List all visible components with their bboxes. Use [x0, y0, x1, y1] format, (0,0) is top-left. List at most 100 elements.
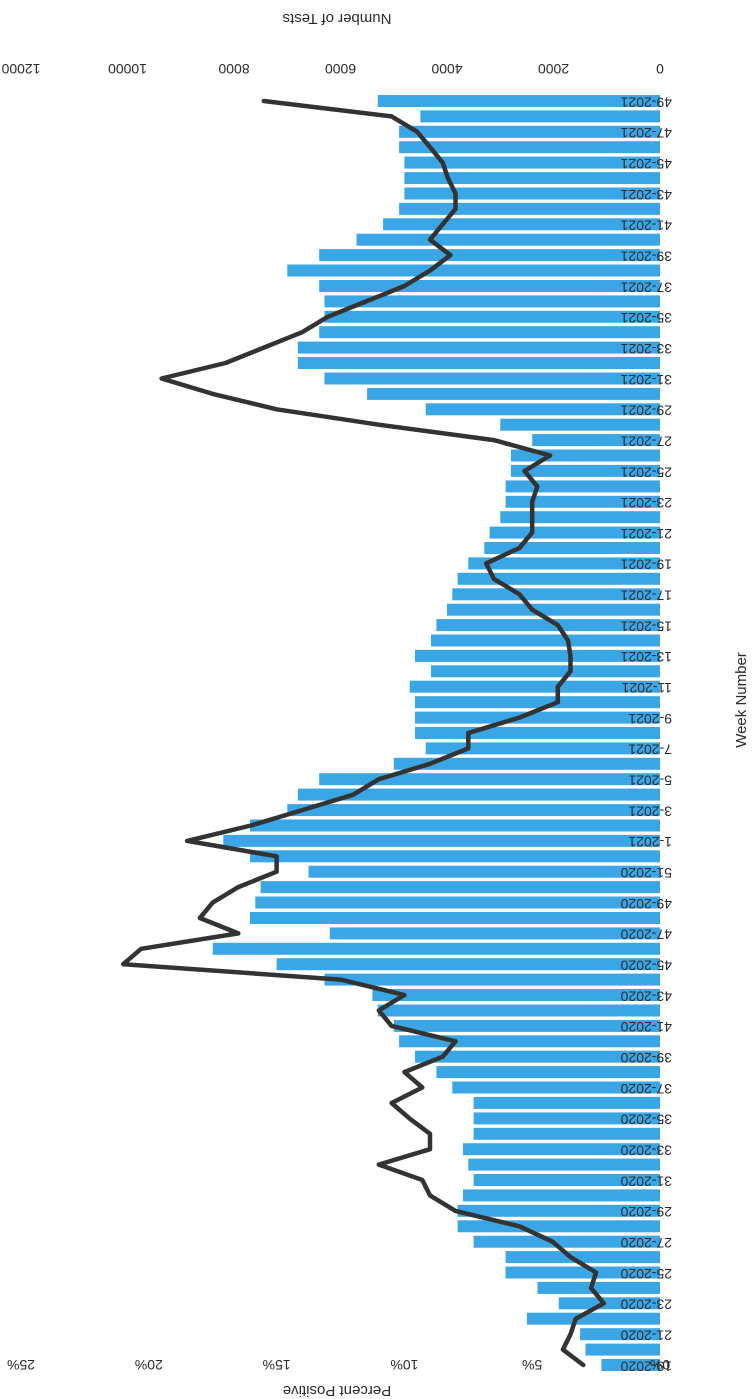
bar-49-2021 [377, 95, 660, 107]
week-label-33-2021: 33-2021 [620, 341, 672, 357]
week-label-9-2021: 9-2021 [628, 711, 672, 727]
week-label-37-2021: 37-2021 [620, 279, 672, 295]
bar-31-2021 [324, 372, 660, 385]
bar-35-2020 [473, 1112, 660, 1125]
week-label-35-2021: 35-2021 [620, 310, 672, 326]
week-label-27-2021: 27-2021 [620, 433, 672, 449]
bar-16-2021 [447, 603, 660, 616]
bar-37-2021 [319, 280, 660, 292]
bar-51-2020 [308, 865, 660, 878]
bar-41-2021 [383, 218, 660, 231]
tests-tick-4: 8000 [218, 61, 249, 77]
bar-44-2020 [324, 973, 660, 986]
bar-20-2020 [585, 1343, 660, 1356]
tests-tick-5: 10000 [108, 61, 147, 77]
week-label-41-2021: 41-2021 [620, 218, 672, 234]
bar-22-2020 [526, 1312, 660, 1325]
bar-29-2020 [457, 1204, 660, 1217]
bar-23-2021 [505, 495, 660, 508]
week-label-15-2021: 15-2021 [620, 618, 672, 634]
week-label-11-2021: 11-2021 [621, 680, 672, 696]
bar-38-2021 [287, 264, 661, 277]
bar-36-2021 [324, 295, 660, 308]
bar-41-2020 [393, 1019, 661, 1032]
week-label-39-2021: 39-2021 [620, 248, 672, 264]
week-label-37-2020: 37-2020 [620, 1081, 672, 1097]
percent-tick-3: 15% [263, 1357, 291, 1373]
week-label-49-2020: 49-2020 [620, 896, 672, 912]
bar-19-2020 [601, 1359, 660, 1371]
bar-38-2020 [436, 1066, 660, 1079]
week-label-35-2020: 35-2020 [620, 1112, 672, 1128]
week-label-25-2020: 25-2020 [620, 1266, 672, 1282]
bar-15-2021 [436, 619, 660, 632]
bar-10-2021 [415, 696, 660, 709]
week-label-1-2021: 1-2021 [628, 834, 672, 850]
bar-33-2020 [463, 1143, 660, 1156]
tests-tick-0: 0 [656, 61, 664, 77]
percent-tick-2: 10% [390, 1357, 418, 1373]
bar-series [212, 95, 661, 1371]
bar-50-2020 [260, 881, 660, 894]
bar-30-2020 [463, 1189, 660, 1202]
bar-2-2021 [250, 819, 660, 832]
percent-tick-5: 25% [7, 1357, 35, 1373]
bar-47-2021 [399, 125, 660, 138]
bar-13-2021 [415, 649, 660, 662]
week-label-3-2021: 3-2021 [628, 803, 672, 819]
week-label-27-2020: 27-2020 [620, 1235, 672, 1251]
week-label-33-2020: 33-2020 [620, 1142, 672, 1158]
bar-46-2021 [399, 141, 660, 154]
week-number-tick-labels: 19-2020 21-2020 23-2020 25-2020 27-2020 29-20… [620, 94, 672, 1374]
bar-45-2020 [276, 958, 660, 971]
bar-44-2021 [404, 172, 660, 185]
bar-39-2021 [319, 249, 660, 262]
week-label-45-2021: 45-2021 [620, 156, 672, 172]
bar-1-2021 [223, 834, 661, 847]
percent-tick-4: 20% [135, 1357, 163, 1373]
bar-24-2021 [505, 480, 660, 493]
bar-42-2021 [399, 202, 660, 215]
bar-7-2021 [425, 742, 660, 755]
tests-tick-3: 6000 [325, 61, 356, 77]
week-label-29-2021: 29-2021 [620, 403, 672, 419]
bar-33-2021 [297, 341, 660, 354]
bar-42-2020 [377, 1004, 660, 1017]
week-label-45-2020: 45-2020 [620, 957, 672, 973]
week-label-51-2020: 51-2020 [620, 865, 672, 881]
bar-18-2021 [457, 572, 660, 585]
percent-positive-line [120, 98, 607, 1368]
bar-28-2020 [457, 1220, 660, 1233]
tests-tick-1: 2000 [538, 61, 569, 77]
percent-tick-1: 5% [522, 1357, 542, 1373]
bar-45-2021 [404, 156, 660, 169]
bar-43-2021 [404, 187, 660, 200]
bar-37-2020 [452, 1081, 660, 1094]
bar-23-2020 [558, 1297, 660, 1310]
bar-26-2020 [505, 1251, 660, 1264]
week-label-25-2021: 25-2021 [620, 464, 672, 480]
bar-4-2021 [297, 788, 660, 801]
bar-34-2020 [473, 1127, 660, 1140]
bar-46-2020 [212, 942, 660, 955]
bar-43-2020 [372, 989, 660, 1001]
tests-tick-6: 12000 [1, 61, 40, 77]
bar-11-2021 [409, 680, 660, 693]
bar-34-2021 [319, 326, 660, 339]
bar-35-2021 [324, 310, 660, 323]
bar-32-2020 [468, 1158, 660, 1171]
week-label-13-2021: 13-2021 [620, 649, 672, 665]
bar-39-2020 [415, 1050, 660, 1063]
bar-47-2020 [329, 927, 660, 940]
percent-tick-labels: 0% 5% 10% 15% 20% 25% [7, 1357, 670, 1373]
bar-6-2021 [393, 757, 661, 770]
week-label-23-2021: 23-2021 [620, 495, 672, 511]
week-label-47-2021: 47-2021 [620, 125, 672, 141]
week-label-39-2020: 39-2020 [620, 1050, 672, 1066]
week-label-5-2021: 5-2021 [628, 772, 672, 788]
week-label-43-2020: 43-2020 [620, 988, 672, 1004]
bar-25-2020 [505, 1266, 660, 1279]
week-label-19-2021: 19-2021 [620, 557, 672, 573]
week-label-7-2021: 7-2021 [628, 742, 672, 758]
